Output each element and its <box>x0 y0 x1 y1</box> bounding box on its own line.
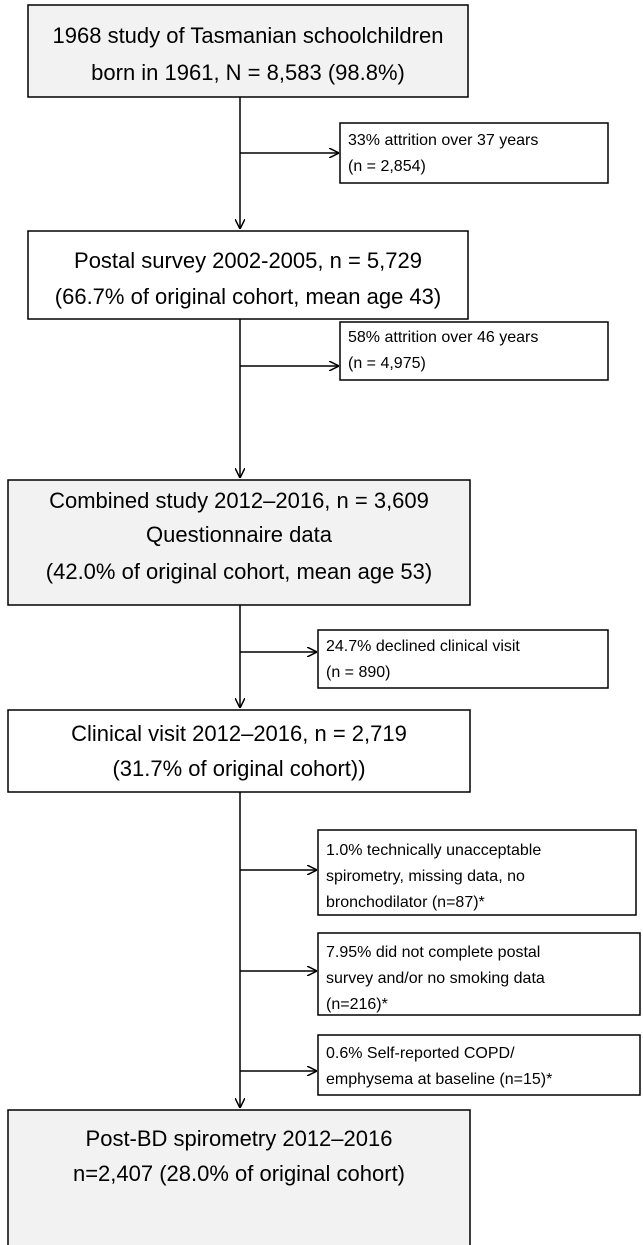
side-text: emphysema at baseline (n=15)* <box>326 1071 552 1088</box>
box-text: (42.0% of original cohort, mean age 53) <box>46 559 432 584</box>
box-text: (31.7% of original cohort)) <box>112 756 365 781</box>
side-box <box>339 321 609 381</box>
main-box <box>7 709 471 793</box>
side-box <box>317 829 637 916</box>
side-text: bronchodilator (n=87)* <box>326 894 485 911</box>
side-text: (n = 2,854) <box>348 158 426 175</box>
side-text: spirometry, missing data, no <box>326 868 525 885</box>
box-text: Postal survey 2002-2005, n = 5,729 <box>74 248 422 273</box>
box-text: born in 1961, N = 8,583 (98.8%) <box>91 60 405 85</box>
side-text: (n=216)* <box>326 996 388 1013</box>
side-box <box>317 932 641 1016</box>
side-text: 1.0% technically unacceptable <box>326 842 541 859</box>
side-text: (n = 890) <box>326 664 390 681</box>
side-box <box>317 1034 641 1096</box>
box-text: Post-BD spirometry 2012–2016 <box>86 1126 393 1151</box>
box-text: (66.7% of original cohort, mean age 43) <box>55 284 441 309</box>
main-box <box>27 230 469 320</box>
box-text: Combined study 2012–2016, n = 3,609 <box>49 488 429 513</box>
side-text: survey and/or no smoking data <box>326 970 545 987</box>
box-text: Questionnaire data <box>146 522 333 547</box>
side-text: 0.6% Self-reported COPD/ <box>326 1045 515 1062</box>
side-text: (n = 4,975) <box>348 355 426 372</box>
box-text: 1968 study of Tasmanian schoolchildren <box>53 23 444 48</box>
box-text: Clinical visit 2012–2016, n = 2,719 <box>71 721 407 746</box>
main-box <box>7 1109 471 1245</box>
main-box <box>7 479 471 606</box>
box-text: n=2,407 (28.0% of original cohort) <box>73 1161 405 1186</box>
side-box <box>339 122 609 184</box>
side-text: 58% attrition over 46 years <box>348 329 538 346</box>
side-text: 33% attrition over 37 years <box>348 132 538 149</box>
side-text: 7.95% did not complete postal <box>326 944 540 961</box>
side-box <box>317 629 609 689</box>
side-text: 24.7% declined clinical visit <box>326 638 520 655</box>
main-box <box>27 4 469 98</box>
